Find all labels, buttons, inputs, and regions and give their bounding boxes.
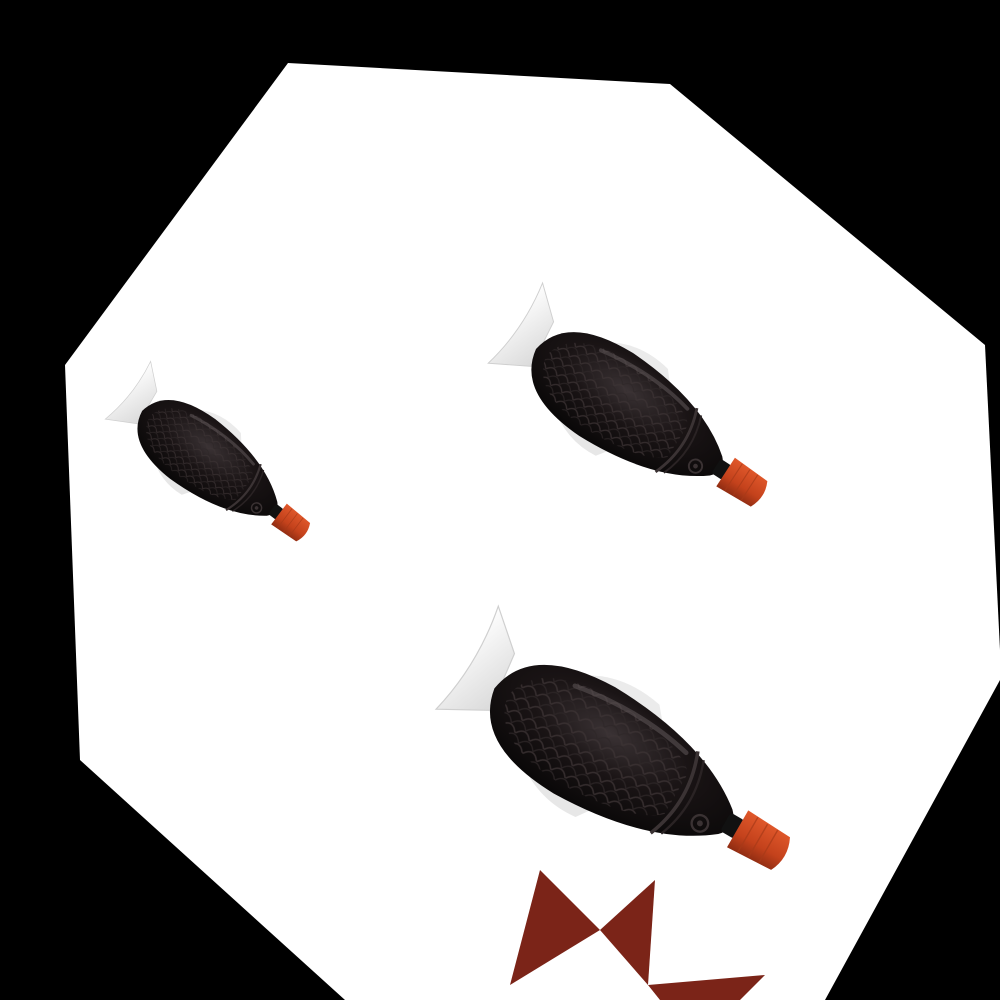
white-octagon-panel (65, 63, 1000, 1000)
red-triangle-decor (510, 870, 765, 1000)
